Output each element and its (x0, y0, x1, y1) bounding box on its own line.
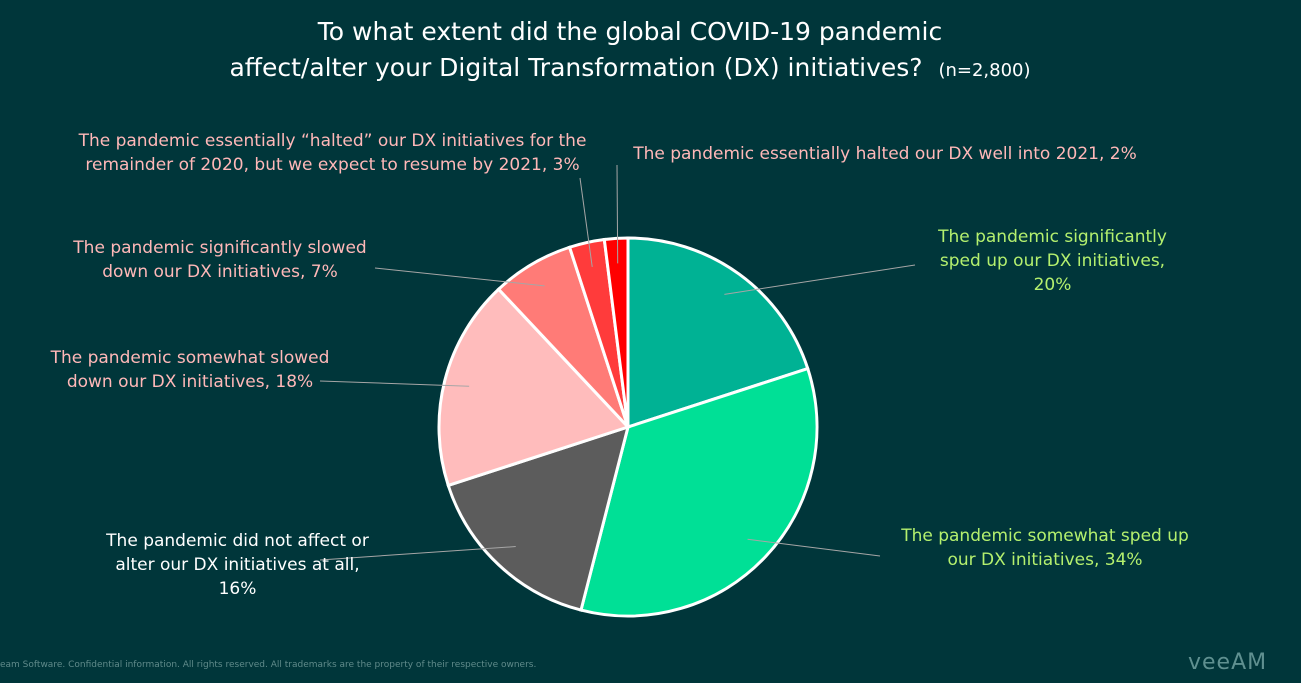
chart-title: To what extent did the global COVID-19 p… (0, 14, 1260, 89)
pie-slice (626, 236, 810, 430)
footer-text: eam Software. Confidential information. … (0, 660, 537, 670)
leader-line (579, 177, 593, 268)
slice-label: The pandemic significantly sped up our D… (938, 227, 1167, 295)
leader-line (747, 538, 881, 557)
leader-line (724, 264, 916, 295)
sample-size: (n=2,800) (938, 60, 1031, 81)
leader-line (616, 164, 619, 264)
slice-label: The pandemic somewhat slowed down our DX… (50, 348, 330, 392)
title-line-1: To what extent did the global COVID-19 p… (317, 17, 943, 46)
title-line-2: affect/alter your Digital Transformation… (229, 53, 923, 82)
slice-label: The pandemic essentially “halted” our DX… (78, 131, 587, 175)
pie-slice (437, 287, 631, 488)
leader-line (374, 267, 545, 287)
leader-line (319, 546, 516, 561)
veeam-logo: veeAM (1188, 650, 1268, 675)
pie-slice (602, 236, 630, 428)
slice-label: The pandemic essentially halted our DX w… (633, 144, 1137, 164)
slice-label: The pandemic did not affect or alter our… (106, 531, 369, 599)
leader-line (319, 380, 470, 387)
pie-slice (446, 424, 631, 612)
slice-label: The pandemic somewhat sped up our DX ini… (901, 526, 1189, 570)
pie-slice (579, 366, 819, 618)
slice-label: The pandemic significantly slowed down o… (73, 238, 367, 282)
